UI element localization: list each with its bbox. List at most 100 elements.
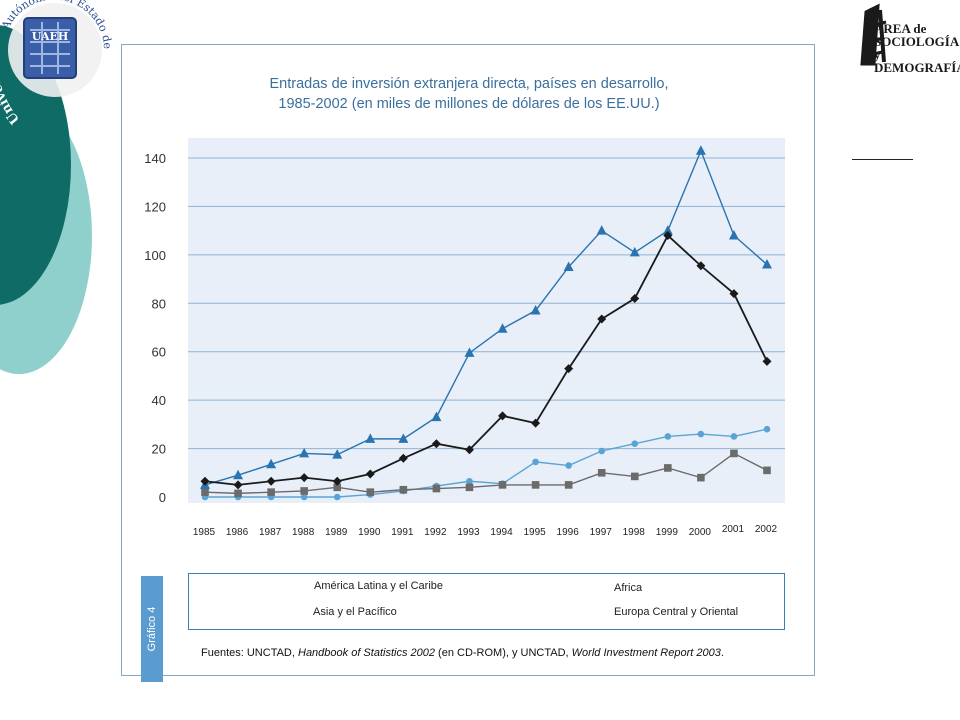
data-point — [598, 447, 606, 455]
data-point — [431, 411, 442, 422]
y-tick-label: 140 — [144, 151, 166, 166]
data-point — [664, 464, 672, 472]
data-point — [432, 484, 441, 493]
data-point — [300, 487, 308, 495]
data-point — [730, 433, 738, 440]
y-tick-label: 20 — [152, 442, 166, 457]
data-point — [266, 458, 277, 469]
x-tick-label: 1990 — [358, 527, 381, 538]
x-tick-label: 1994 — [490, 527, 513, 538]
data-point — [233, 480, 243, 490]
legend-label-latam: América Latina y el Caribe — [314, 580, 444, 592]
data-point — [234, 489, 242, 498]
data-point — [530, 305, 541, 315]
series-layer — [200, 145, 772, 501]
data-point — [366, 488, 375, 496]
data-point — [332, 476, 342, 486]
data-point — [299, 447, 310, 458]
data-point — [629, 246, 640, 257]
x-tick-label: 1995 — [523, 527, 546, 538]
data-point — [398, 453, 408, 463]
gridlines — [188, 157, 785, 450]
data-point — [531, 418, 541, 428]
x-tick-label: 1999 — [656, 527, 679, 538]
seal-initials: UAEH — [32, 30, 69, 43]
data-point — [531, 481, 540, 489]
data-point — [497, 323, 508, 333]
x-tick-label: 1986 — [226, 527, 249, 538]
data-point — [233, 469, 244, 480]
series-line — [204, 148, 768, 486]
data-point — [532, 458, 539, 466]
data-point — [266, 476, 276, 486]
data-point — [697, 430, 705, 438]
data-point — [564, 481, 573, 489]
data-point — [365, 469, 375, 479]
data-point — [762, 259, 772, 269]
data-point — [565, 462, 572, 469]
data-point — [464, 347, 475, 357]
plot-area — [188, 138, 785, 503]
data-point — [267, 488, 275, 496]
data-point — [365, 433, 376, 443]
data-point — [596, 225, 607, 235]
data-point — [399, 485, 408, 494]
series-line — [205, 428, 768, 498]
data-point — [763, 425, 771, 433]
data-point — [431, 439, 441, 449]
y-tick-label: 40 — [152, 393, 166, 408]
sociology-area-logo-text: AREA de SOCIOLOGÍA y DEMOGRAFÍA — [874, 21, 960, 75]
x-tick-label: 2000 — [689, 527, 712, 538]
data-point — [464, 445, 474, 455]
legend-label-africa: Africa — [614, 582, 643, 594]
x-tick-label: 1985 — [193, 527, 216, 538]
legend-label-asia: Asia y el Pacífico — [313, 606, 397, 618]
legend — [188, 573, 785, 630]
data-point — [332, 449, 343, 459]
data-point — [299, 473, 309, 483]
data-point — [300, 493, 308, 501]
x-tick-label: 2001 — [722, 524, 745, 535]
data-point — [695, 145, 706, 155]
series-line — [204, 234, 768, 486]
data-point — [729, 289, 739, 299]
data-point — [631, 440, 639, 448]
data-point — [333, 483, 342, 492]
data-point — [630, 472, 639, 481]
data-point — [730, 449, 738, 458]
data-point — [466, 477, 473, 485]
legend-label-europe: Europa Central y Oriental — [614, 606, 739, 618]
data-point — [201, 488, 209, 496]
y-tick-label: 120 — [144, 199, 166, 214]
chart-title: Entradas de inversión extranjera directa… — [269, 76, 669, 112]
data-point — [498, 411, 508, 421]
data-point — [763, 466, 771, 475]
data-point — [696, 261, 706, 271]
x-tick-label: 1988 — [292, 527, 315, 538]
data-point — [662, 225, 673, 235]
data-point — [200, 476, 210, 486]
data-point — [697, 473, 705, 482]
data-point — [498, 481, 507, 489]
y-tick-label: 80 — [152, 296, 166, 311]
x-tick-label: 1997 — [590, 527, 613, 538]
x-tick-label: 1996 — [557, 527, 580, 538]
source-note: Fuentes: UNCTAD, Handbook of Statistics … — [201, 647, 724, 659]
x-tick-label: 1989 — [325, 527, 348, 538]
data-point — [465, 483, 474, 492]
y-tick-label: 60 — [152, 345, 166, 360]
data-point — [398, 433, 409, 443]
x-tick-label: 1993 — [457, 527, 480, 538]
y-tick-label: 100 — [144, 248, 166, 263]
x-tick-label: 2002 — [755, 524, 778, 535]
figure-tag: Gráfico 4 — [141, 576, 163, 682]
data-point — [663, 230, 673, 240]
y-axis-ticks: 0 20 40 60 80 100 120 140 — [144, 151, 166, 505]
data-point — [630, 293, 640, 303]
data-point — [664, 433, 672, 440]
series-line — [204, 452, 768, 495]
x-tick-label: 1991 — [391, 527, 414, 538]
data-point — [728, 229, 739, 240]
